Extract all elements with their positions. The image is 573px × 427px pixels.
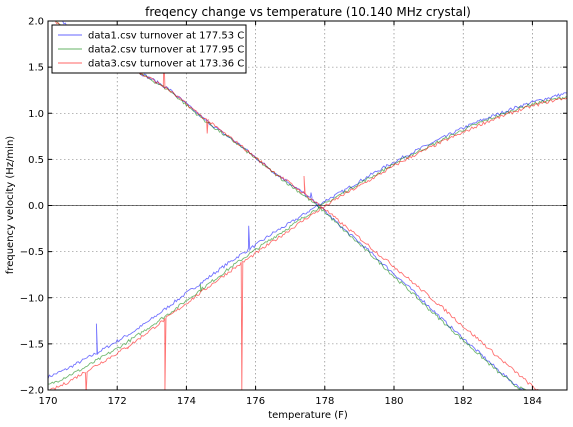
y-tick-label: 0.0 (28, 201, 44, 212)
y-tick-label: −1.0 (20, 293, 44, 304)
x-tick-label: 174 (177, 396, 196, 407)
x-tick-labels: 170 172 174 176 178 180 182 184 (38, 396, 541, 407)
x-tick-label: 182 (454, 396, 473, 407)
legend-entry-data3: data3.csv turnover at 173.36 C (88, 59, 244, 70)
legend-entry-data1: data1.csv turnover at 177.53 C (88, 31, 244, 42)
x-tick-label: 176 (246, 396, 265, 407)
y-tick-label: −2.0 (20, 386, 44, 397)
ticks (47, 20, 567, 391)
x-tick-label: 178 (315, 396, 334, 407)
legend-box (51, 24, 247, 74)
y-axis-label: frequency velocity (Hz/min) (5, 136, 16, 274)
y-tick-label: 1.0 (28, 109, 44, 120)
series-line-3-rising (49, 97, 567, 390)
x-tick-label: 172 (108, 396, 127, 407)
y-tick-label: 0.5 (28, 155, 44, 166)
series-line-2-rising (48, 96, 567, 385)
x-tick-label: 184 (523, 396, 542, 407)
y-tick-label: −1.5 (20, 339, 44, 350)
y-tick-label: 1.5 (28, 63, 44, 74)
series-line-1-rising (48, 92, 567, 379)
x-tick-label: 170 (38, 396, 57, 407)
x-tick-label: 180 (384, 396, 403, 407)
legend-entry-data2: data2.csv turnover at 177.95 C (88, 45, 244, 56)
y-tick-labels: −2.0 −1.5 −1.0 −0.5 0.0 0.5 1.0 1.5 2.0 (20, 17, 44, 397)
chart-title: freqency change vs temperature (10.140 M… (145, 5, 471, 19)
legend: data1.csv turnover at 177.53 C data2.csv… (51, 24, 247, 74)
y-tick-label: −0.5 (20, 247, 44, 258)
x-axis-label: temperature (F) (268, 410, 348, 421)
y-tick-label: 2.0 (28, 17, 44, 28)
